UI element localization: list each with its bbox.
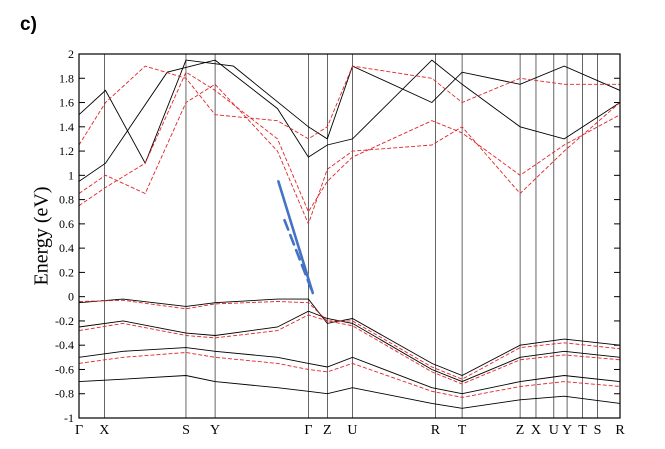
band-line-dashed bbox=[79, 314, 620, 385]
y-tick-label: 1.4 bbox=[59, 120, 74, 134]
band-line-solid bbox=[79, 298, 620, 376]
band-lines bbox=[79, 59, 620, 409]
x-tick-label: Z bbox=[516, 423, 525, 438]
band-line-solid bbox=[79, 347, 620, 395]
y-tick-label: 0.2 bbox=[59, 265, 74, 279]
y-tick-label: -0.4 bbox=[55, 338, 74, 352]
x-tick-label: U bbox=[549, 423, 559, 438]
y-tick-label: 0.6 bbox=[59, 217, 74, 231]
x-tick-label: T bbox=[458, 423, 467, 438]
band-line-dashed bbox=[79, 71, 620, 213]
y-tick-label: 1.6 bbox=[59, 96, 74, 110]
band-line-solid bbox=[79, 375, 620, 409]
band-line-dashed bbox=[79, 352, 620, 398]
x-tick-label: X bbox=[531, 423, 541, 438]
x-tick-label: Y bbox=[210, 423, 220, 438]
k-point-lines bbox=[104, 54, 598, 418]
x-tick-label: Γ bbox=[75, 423, 83, 438]
band-line-solid bbox=[79, 59, 620, 165]
y-tick-label: 1.2 bbox=[59, 144, 74, 158]
y-tick-label: 0.4 bbox=[59, 241, 74, 255]
annotation-arrows bbox=[277, 180, 315, 295]
x-tick-label: R bbox=[431, 423, 441, 438]
y-tick-label: -0.8 bbox=[55, 387, 74, 401]
band-line-dashed bbox=[79, 65, 620, 146]
annotation-line-solid bbox=[277, 180, 315, 295]
x-tick-label: T bbox=[578, 423, 587, 438]
x-tick-label: S bbox=[182, 423, 190, 438]
y-axis-ticks: 2 1.8 1.6 1.4 1.2 1 0.8 0.6 0.4 0.2 0 -0.2 -0.4 -0.6 -… bbox=[55, 47, 620, 425]
band-line-dashed bbox=[79, 299, 620, 380]
y-tick-label: 2 bbox=[68, 47, 74, 61]
band-line-solid bbox=[79, 59, 620, 182]
y-tick-label: 1.8 bbox=[59, 71, 74, 85]
y-tick-label: -0.6 bbox=[55, 362, 74, 376]
y-tick-label: -0.2 bbox=[55, 314, 74, 328]
x-tick-label: S bbox=[594, 423, 602, 438]
y-tick-label: 0.8 bbox=[59, 193, 74, 207]
x-tick-label: X bbox=[99, 423, 109, 438]
y-tick-label: -1 bbox=[64, 411, 74, 425]
y-tick-label: 0 bbox=[68, 290, 74, 304]
annotation-line-dashed bbox=[283, 218, 315, 295]
x-tick-label: Z bbox=[323, 423, 332, 438]
band-line-solid bbox=[79, 310, 620, 383]
x-tick-label: R bbox=[615, 423, 625, 438]
plot-frame bbox=[78, 53, 621, 419]
x-tick-label: Y bbox=[562, 423, 572, 438]
x-tick-label: Γ bbox=[304, 423, 312, 438]
band-line-dashed bbox=[79, 83, 620, 226]
y-tick-label: 1 bbox=[68, 168, 74, 182]
x-tick-label: U bbox=[347, 423, 357, 438]
panel-label: c) bbox=[20, 14, 37, 35]
